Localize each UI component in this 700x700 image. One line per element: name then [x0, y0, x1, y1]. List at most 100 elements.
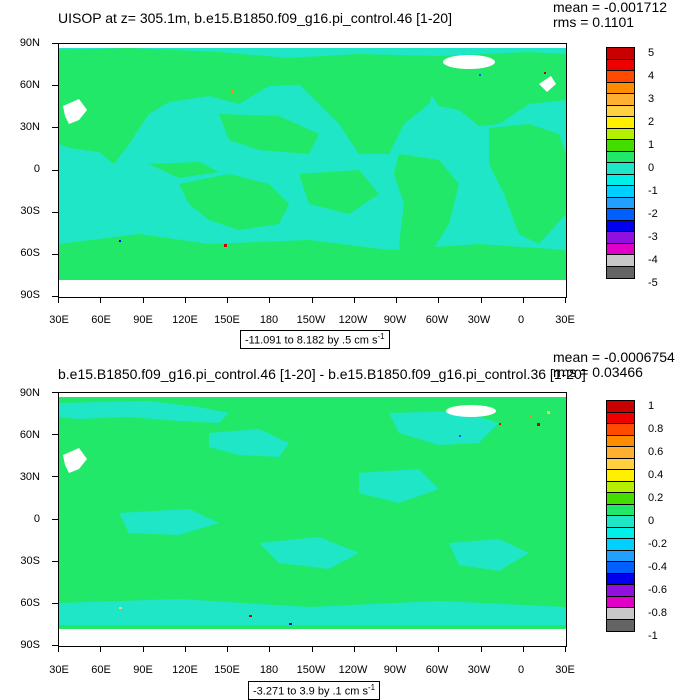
x-tick — [100, 297, 102, 303]
lat-label: 0 — [33, 513, 40, 525]
contour-range-label: -11.091 to 8.182 by .5 cm s-1 — [240, 330, 390, 349]
lon-label: 90E — [133, 664, 153, 676]
lon-label: 150W — [296, 664, 326, 676]
x-tick — [58, 297, 59, 303]
lat-label: 90S — [20, 639, 40, 651]
map-canvas — [59, 44, 566, 297]
lon-label: 120E — [172, 664, 198, 676]
colorbar-label: 0.2 — [648, 491, 664, 504]
y-tick — [52, 392, 58, 393]
colorbar-label: 1 — [648, 138, 655, 151]
lat-label: 60N — [19, 79, 40, 91]
rms-value: rms = 0.03466 — [553, 364, 643, 380]
x-tick — [396, 297, 397, 303]
x-tick — [227, 646, 228, 652]
colorbar-label: -1 — [648, 629, 658, 642]
missing-north-band — [59, 44, 566, 48]
lat-label: 60S — [20, 247, 40, 259]
lake-mask — [63, 99, 87, 124]
y-tick — [52, 169, 58, 171]
x-tick — [58, 646, 59, 652]
x-tick — [100, 646, 102, 652]
colorbar-label: -0.2 — [648, 537, 667, 550]
colorbar-label: 3 — [648, 92, 655, 105]
lon-label: 30E — [555, 664, 575, 676]
map-canvas — [59, 393, 566, 646]
colorbar-label: -2 — [648, 207, 658, 220]
stats-block: mean = -0.001712 rms = 0.1101 — [553, 0, 667, 30]
x-tick — [311, 297, 313, 303]
lon-label: 120W — [338, 314, 368, 326]
contour-range-label: -3.271 to 3.9 by .1 cm s-1 — [248, 681, 381, 700]
x-tick — [227, 297, 228, 303]
plot-title: b.e15.B1850.f09_g16.pi_control.46 [1-20]… — [58, 366, 586, 382]
lat-label: 30N — [19, 471, 40, 483]
speckles — [119, 72, 546, 247]
x-tick — [565, 297, 566, 303]
x-tick — [438, 297, 440, 303]
y-tick — [52, 518, 58, 520]
lon-label: 30E — [49, 314, 69, 326]
lat-label: 60N — [19, 429, 40, 441]
x-tick — [311, 646, 313, 652]
colorbar-label: 0.8 — [648, 422, 664, 435]
missing-south-band — [59, 629, 566, 646]
lon-label: 90W — [383, 314, 407, 326]
lon-label: 30E — [555, 314, 575, 326]
x-tick — [565, 646, 566, 652]
lon-label: 60E — [91, 314, 111, 326]
x-tick — [480, 646, 482, 652]
x-tick — [522, 297, 524, 303]
lon-label: 120W — [338, 664, 368, 676]
colorbar-label: 0 — [648, 514, 655, 527]
colorbar-label: -4 — [648, 253, 658, 266]
greenland-mask — [443, 55, 495, 69]
lon-label: 120E — [172, 314, 198, 326]
x-tick — [438, 646, 440, 652]
colorbar-label: -1 — [648, 184, 658, 197]
x-tick — [522, 646, 524, 652]
x-tick — [142, 646, 144, 652]
greenland-mask — [446, 405, 496, 417]
colorbar-label: 0 — [648, 161, 655, 174]
x-tick — [142, 297, 144, 303]
lat-label: 30S — [20, 205, 40, 217]
lon-label: 150E — [214, 664, 240, 676]
lon-label: 90W — [383, 664, 407, 676]
colorbar-swatch — [606, 618, 635, 632]
map-plot — [58, 392, 567, 647]
lon-label: 0 — [517, 314, 525, 326]
colorbar-label: 0.4 — [648, 468, 664, 481]
lon-label: 90E — [133, 314, 153, 326]
y-tick — [52, 127, 58, 129]
lon-label: 60E — [91, 664, 111, 676]
lat-label: 30N — [19, 121, 40, 133]
lat-label: 90S — [20, 289, 40, 301]
x-tick — [396, 646, 397, 652]
y-tick — [52, 476, 58, 478]
colorbar-label: 4 — [648, 69, 655, 82]
ocean-regions — [59, 401, 566, 625]
y-tick — [52, 43, 58, 44]
y-tick — [52, 254, 58, 255]
rms-value: rms = 0.1101 — [553, 14, 635, 30]
panel-top: UISOP at z= 305.1m, b.e15.B1850.f09_g16.… — [19, 0, 667, 349]
missing-north-band — [59, 393, 566, 397]
lat-label: 90N — [19, 387, 40, 399]
lat-label: 60S — [20, 597, 40, 609]
colorbar-label: -3 — [648, 230, 658, 243]
mean-value: mean = -0.001712 — [553, 0, 668, 15]
x-tick — [353, 297, 355, 303]
lon-label: 150W — [296, 314, 326, 326]
lat-label: 0 — [33, 163, 40, 175]
land-regions — [59, 48, 566, 280]
lon-label: 30E — [49, 664, 69, 676]
x-tick — [184, 646, 186, 652]
colorbar-label: -5 — [648, 276, 658, 289]
y-tick — [52, 434, 58, 436]
x-tick — [480, 297, 482, 303]
x-tick — [269, 297, 271, 303]
y-tick — [52, 211, 58, 213]
plot-title: UISOP at z= 305.1m, b.e15.B1850.f09_g16.… — [58, 10, 452, 26]
arctic-island-mask — [539, 76, 556, 92]
